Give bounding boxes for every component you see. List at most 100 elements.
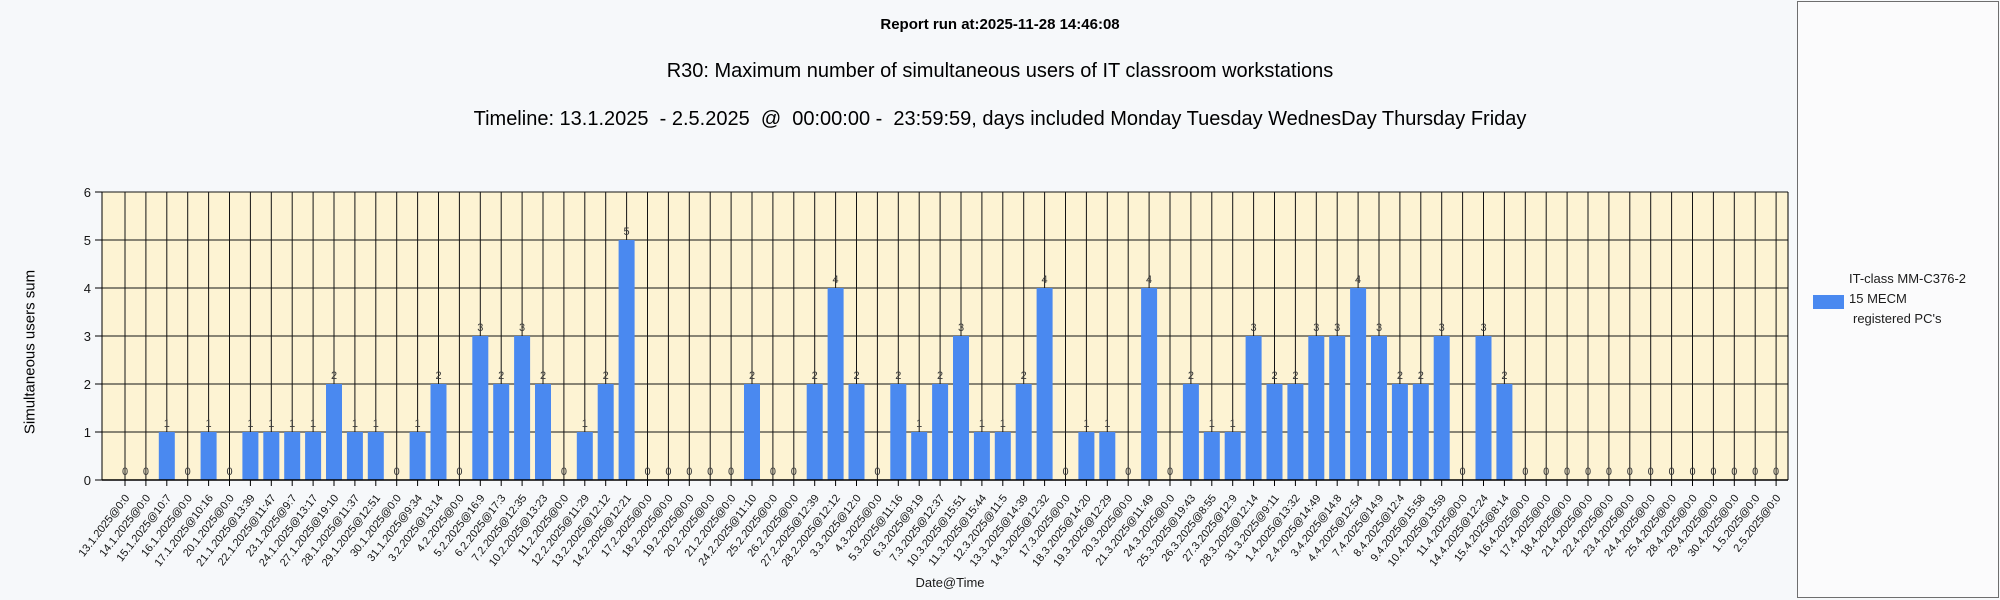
bar-value-label: 3 bbox=[1439, 322, 1445, 334]
report-run-timestamp: Report run at:2025-11-28 14:46:08 bbox=[880, 16, 1120, 33]
bar bbox=[994, 432, 1011, 480]
bar bbox=[1182, 384, 1199, 480]
bar-value-label: 2 bbox=[1021, 370, 1027, 382]
bar-value-label: 0 bbox=[1125, 466, 1131, 478]
bar-value-label: 0 bbox=[728, 466, 734, 478]
bar bbox=[1308, 336, 1325, 480]
bar-value-label: 2 bbox=[853, 370, 859, 382]
bar bbox=[305, 432, 322, 480]
bar bbox=[1015, 384, 1032, 480]
bar bbox=[848, 384, 865, 480]
legend-panel: IT-class MM-C376-2 15 MECM registered PC… bbox=[1797, 1, 1999, 598]
bar bbox=[806, 384, 823, 480]
bar-value-label: 0 bbox=[456, 466, 462, 478]
y-tick-label: 0 bbox=[84, 473, 91, 488]
bar bbox=[827, 288, 844, 480]
legend-label: IT-class MM-C376-2 15 MECM registered PC… bbox=[1849, 269, 1966, 329]
bar-value-label: 2 bbox=[749, 370, 755, 382]
bar-value-label: 3 bbox=[1376, 322, 1382, 334]
bar-value-label: 2 bbox=[603, 370, 609, 382]
bar-value-label: 0 bbox=[122, 466, 128, 478]
bar bbox=[1350, 288, 1367, 480]
bar-value-label: 1 bbox=[289, 418, 295, 430]
legend-color-swatch bbox=[1813, 295, 1844, 309]
bar-value-label: 1 bbox=[1000, 418, 1006, 430]
bar-value-label: 0 bbox=[665, 466, 671, 478]
bar-value-label: 1 bbox=[268, 418, 274, 430]
bar bbox=[535, 384, 551, 480]
bar-value-label: 0 bbox=[770, 466, 776, 478]
bar bbox=[1475, 336, 1492, 480]
bar-value-label: 1 bbox=[373, 418, 379, 430]
bar-value-label: 5 bbox=[624, 226, 630, 238]
y-tick-label: 2 bbox=[84, 377, 91, 392]
bar-value-label: 2 bbox=[1418, 370, 1424, 382]
bar bbox=[242, 432, 259, 480]
bar bbox=[493, 384, 510, 480]
legend-line-3: registered PC's bbox=[1853, 311, 1942, 326]
bar-value-label: 1 bbox=[415, 418, 421, 430]
bar bbox=[367, 432, 384, 480]
bar-value-label: 0 bbox=[1564, 466, 1570, 478]
y-tick-label: 3 bbox=[84, 329, 91, 344]
bar bbox=[1203, 432, 1220, 480]
bar-value-label: 0 bbox=[1689, 466, 1695, 478]
bar bbox=[158, 432, 175, 480]
bar-value-label: 2 bbox=[540, 370, 546, 382]
bar bbox=[1391, 384, 1408, 480]
bar bbox=[973, 432, 990, 480]
bar-value-label: 0 bbox=[1731, 466, 1737, 478]
bar bbox=[576, 432, 593, 480]
bar bbox=[326, 384, 342, 480]
bar-value-label: 0 bbox=[707, 466, 713, 478]
bar-value-label: 0 bbox=[1543, 466, 1549, 478]
y-tick-label: 6 bbox=[84, 185, 91, 200]
legend-line-2: 15 MECM bbox=[1849, 291, 1907, 306]
bar bbox=[1224, 432, 1241, 480]
chart-title: R30: Maximum number of simultaneous user… bbox=[666, 60, 1334, 82]
bar-value-label: 0 bbox=[1460, 466, 1466, 478]
bar-value-label: 1 bbox=[1209, 418, 1215, 430]
chart-subtitle-timeline: Timeline: 13.1.2025 - 2.5.2025 @ 00:00:0… bbox=[473, 108, 1527, 130]
bar bbox=[430, 384, 447, 480]
bar-value-label: 3 bbox=[1334, 322, 1340, 334]
bar-value-label: 0 bbox=[143, 466, 149, 478]
bar-value-label: 3 bbox=[1480, 322, 1486, 334]
bar-value-label: 2 bbox=[435, 370, 441, 382]
bar-value-label: 2 bbox=[1397, 370, 1403, 382]
bar-value-label: 1 bbox=[352, 418, 358, 430]
bar-value-label: 0 bbox=[686, 466, 692, 478]
bar-value-label: 0 bbox=[185, 466, 191, 478]
bar-value-label: 0 bbox=[1606, 466, 1612, 478]
bar-value-label: 4 bbox=[1042, 274, 1048, 286]
y-tick-label: 4 bbox=[84, 281, 91, 296]
bar-value-label: 3 bbox=[1251, 322, 1257, 334]
bar bbox=[890, 384, 907, 480]
bar-value-label: 1 bbox=[247, 418, 253, 430]
bar bbox=[911, 432, 928, 480]
bar-value-label: 3 bbox=[477, 322, 483, 334]
y-tick-label: 1 bbox=[84, 425, 91, 440]
bar bbox=[514, 336, 531, 480]
bar-value-label: 1 bbox=[310, 418, 316, 430]
bar-value-label: 0 bbox=[1062, 466, 1068, 478]
bar bbox=[1371, 336, 1387, 480]
bar bbox=[1141, 288, 1158, 480]
bar bbox=[953, 336, 969, 480]
bar-value-label: 3 bbox=[519, 322, 525, 334]
bar-value-label: 0 bbox=[1585, 466, 1591, 478]
bar bbox=[932, 384, 949, 480]
bar bbox=[472, 336, 489, 480]
bar-value-label: 1 bbox=[206, 418, 212, 430]
bar-value-label: 2 bbox=[937, 370, 943, 382]
bar bbox=[409, 432, 426, 480]
bar-value-label: 4 bbox=[1355, 274, 1361, 286]
bar-value-label: 0 bbox=[1522, 466, 1528, 478]
bar-value-label: 0 bbox=[1627, 466, 1633, 478]
bar-value-label: 1 bbox=[916, 418, 922, 430]
bar-value-label: 3 bbox=[958, 322, 964, 334]
bar-value-label: 1 bbox=[1104, 418, 1110, 430]
bar bbox=[1496, 384, 1513, 480]
